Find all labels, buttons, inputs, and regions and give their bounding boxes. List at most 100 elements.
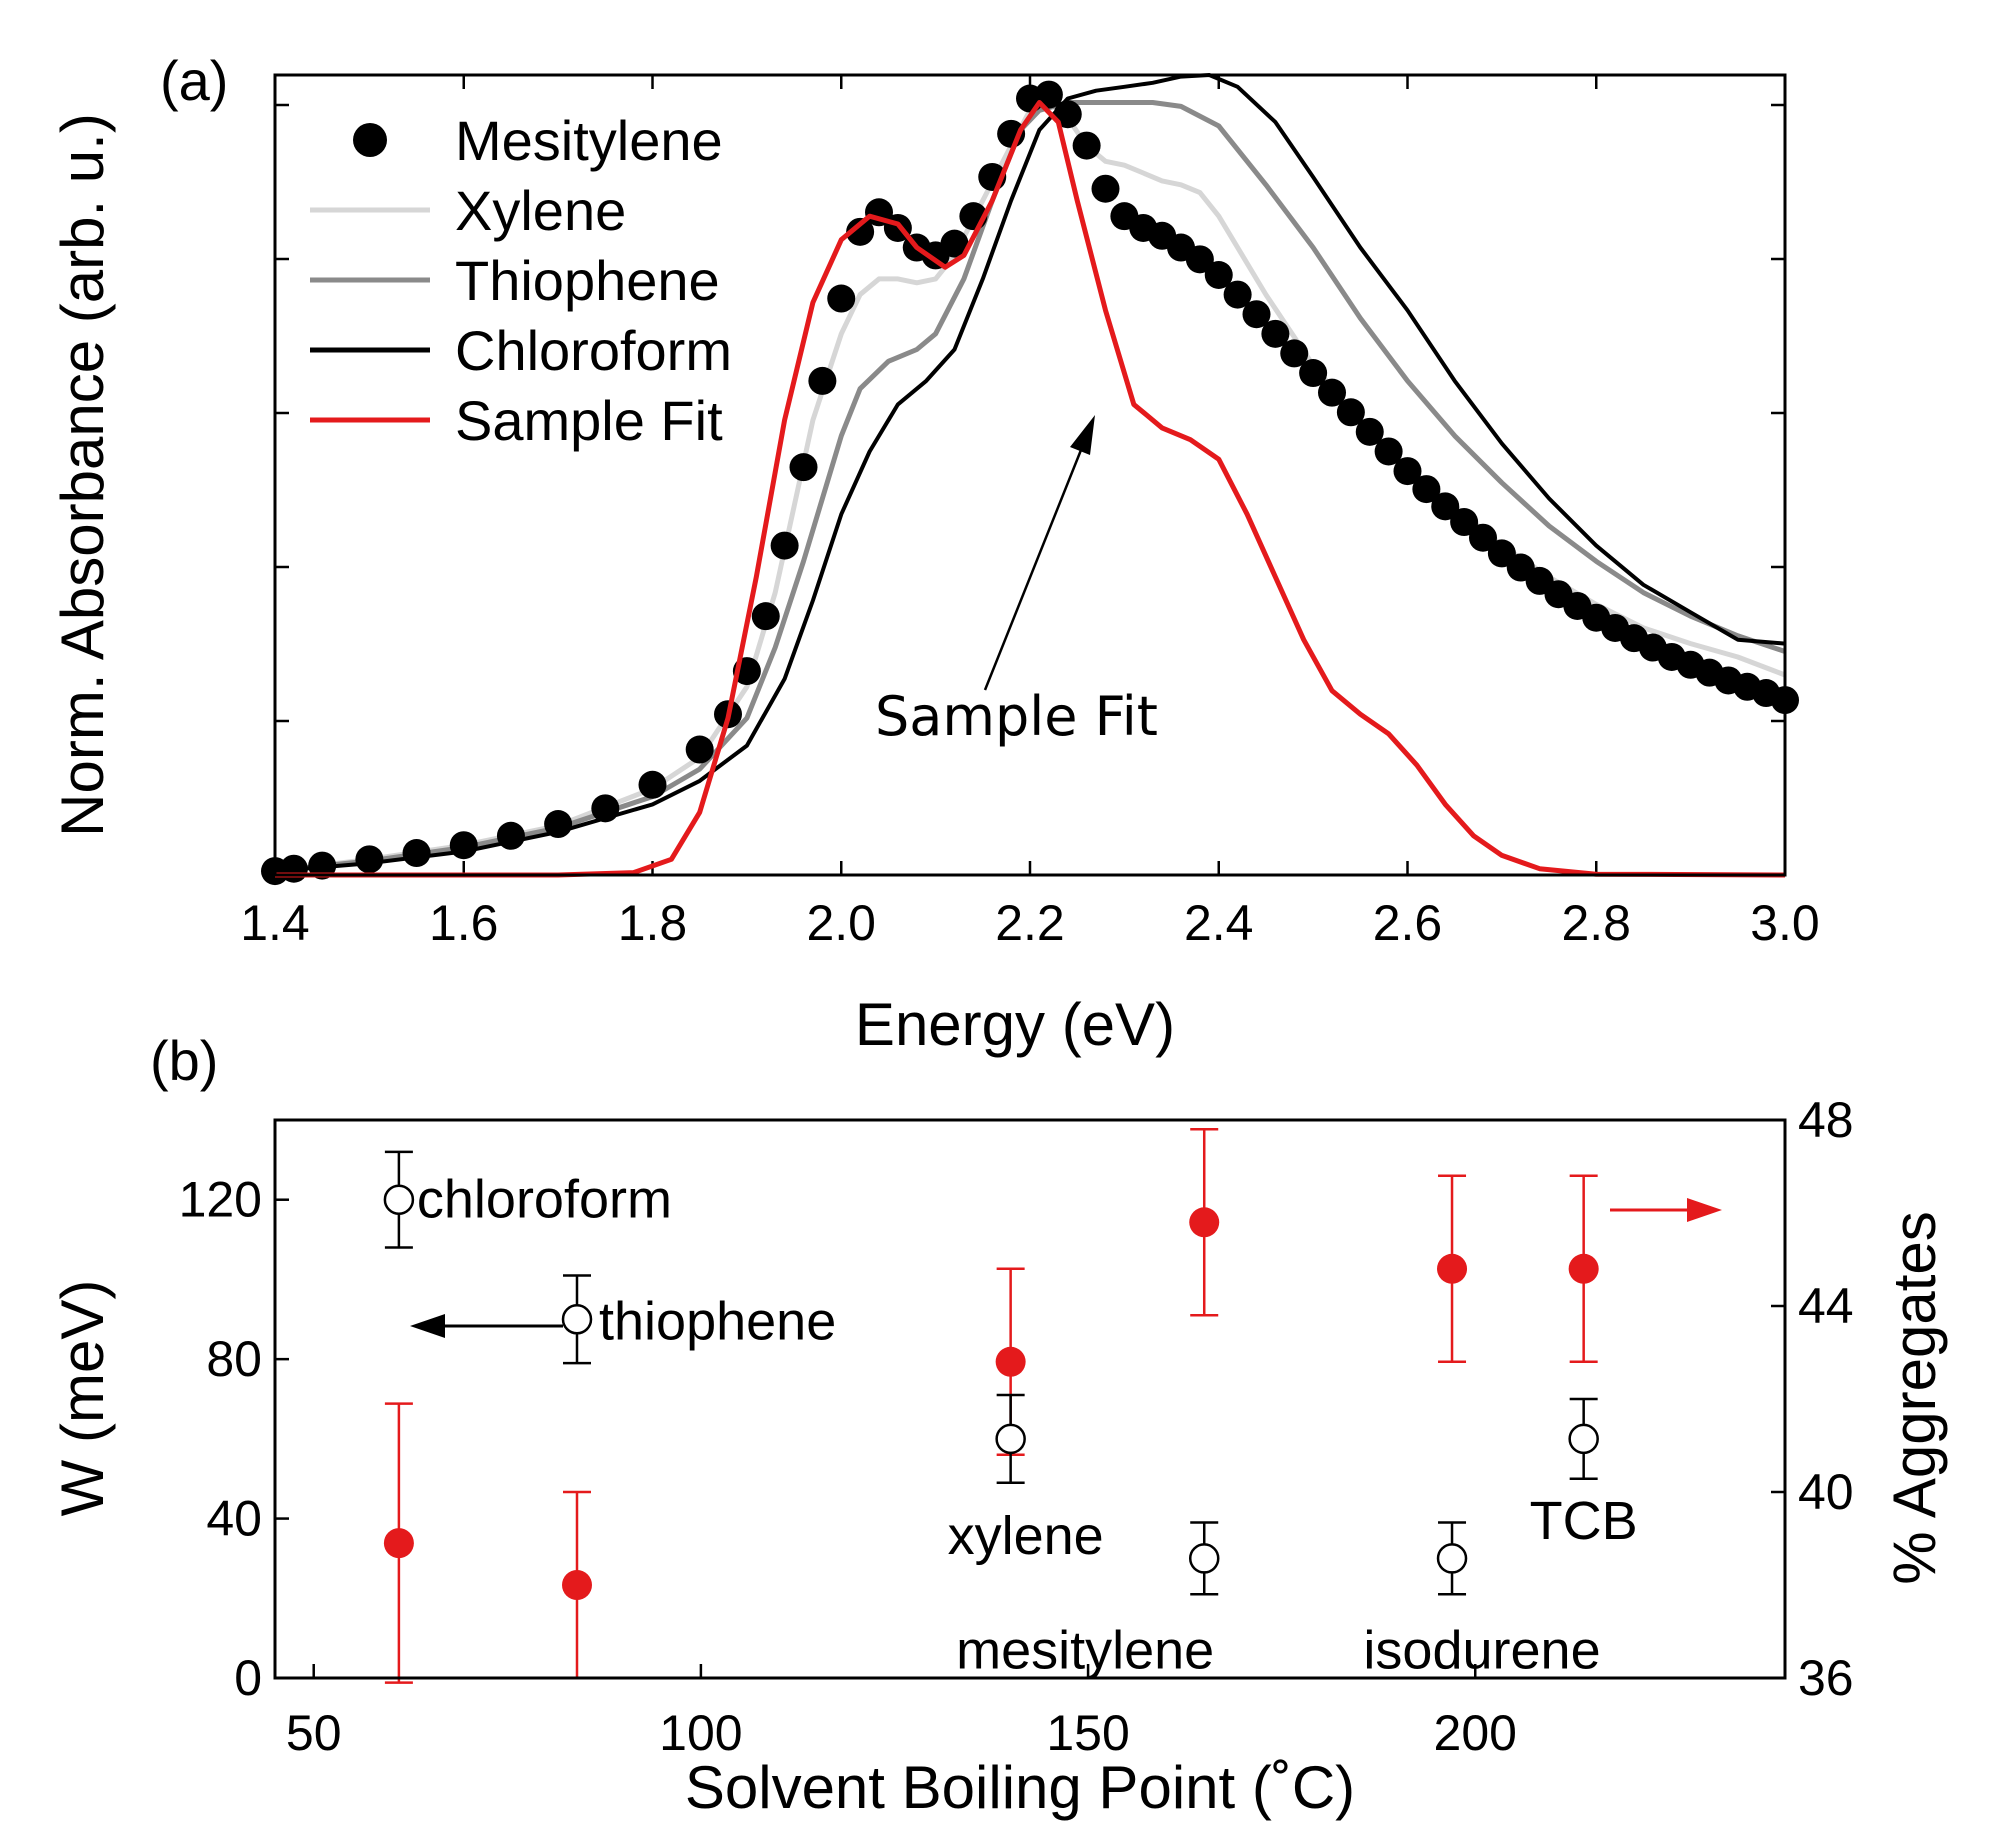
x-tick-label: 2.0	[806, 895, 876, 951]
right-y-tick-label: 48	[1798, 1092, 1854, 1148]
panel-b-tick-labels: 50 100 150 200 0 40 80 120 36 40 44 48	[179, 1092, 1854, 1761]
mesitylene-point	[1223, 280, 1252, 309]
mesitylene-point	[808, 366, 837, 395]
aggregates-point	[1189, 1207, 1220, 1238]
mesitylene-point	[1053, 100, 1082, 129]
legend-label-chloroform: Chloroform	[455, 319, 732, 382]
mesitylene-point	[827, 284, 856, 313]
panel-a: (a) 1.4 1.6 1.8 2.0 2.2 2.4 2.6 2.8 3.0 Energy (…	[49, 49, 1820, 1058]
legend: Mesitylene Xylene Thiophene Chloroform Sampl…	[310, 109, 732, 452]
mesitylene-point	[1185, 245, 1214, 274]
mesitylene-point	[846, 217, 875, 246]
mesitylene-point	[1280, 339, 1309, 368]
mesitylene-point	[940, 229, 969, 258]
x-tick-label: 3.0	[1750, 895, 1820, 951]
mesitylene-point	[751, 602, 780, 631]
mesitylene-point	[1374, 437, 1403, 466]
legend-marker-mesitylene	[353, 123, 387, 157]
legend-label-mesitylene: Mesitylene	[455, 109, 723, 172]
mesitylene-point	[1204, 261, 1233, 289]
x-tick-label: 2.8	[1561, 895, 1631, 951]
legend-label-thiophene: Thiophene	[455, 249, 720, 312]
mesitylene-point	[789, 453, 818, 482]
panel-a-y-axis-label: Norm. Absorbance (arb. u.)	[49, 113, 116, 837]
aggregates-point	[995, 1346, 1026, 1377]
left-y-tick-label: 40	[206, 1491, 262, 1547]
panel-b-right-y-axis-label: % Aggregates	[1881, 1211, 1948, 1585]
w-series	[383, 1150, 1599, 1596]
left-y-tick-label: 0	[234, 1650, 262, 1706]
mesitylene-point	[544, 810, 573, 839]
x-tick-label: 1.8	[618, 895, 688, 951]
mesitylene-point	[1431, 492, 1460, 521]
panel-b-x-axis-label: Solvent Boiling Point (˚C)	[685, 1754, 1355, 1821]
panel-b-series	[383, 1128, 1599, 1684]
x-tick-label: 1.6	[429, 895, 499, 951]
panel-a-series	[261, 73, 1799, 886]
right-y-tick-label: 40	[1798, 1464, 1854, 1520]
x-tick-label: 100	[659, 1705, 742, 1761]
sample-fit-arrow	[983, 415, 1095, 691]
mesitylene-point	[1261, 319, 1290, 348]
x-tick-label: 200	[1434, 1705, 1517, 1761]
x-tick-label: 2.2	[995, 895, 1065, 951]
point-label-mesitylene: mesitylene	[956, 1620, 1214, 1680]
mesitylene-point	[1091, 174, 1120, 203]
mesitylene-point	[591, 794, 620, 823]
w-point-chloroform	[383, 1184, 415, 1215]
w-point-xylene	[995, 1423, 1026, 1455]
w-point-mesitylene	[1188, 1543, 1220, 1574]
x-tick-label: 50	[286, 1705, 342, 1761]
mesitylene-point	[1072, 131, 1101, 160]
aggregates-point	[562, 1570, 592, 1600]
mesitylene-point	[1336, 398, 1365, 427]
right-axis-arrow	[1610, 1198, 1722, 1222]
x-tick-label: 1.4	[240, 895, 310, 951]
point-label-chloroform: chloroform	[417, 1170, 672, 1230]
panel-a-label: (a)	[160, 49, 228, 112]
panel-a-x-tick-labels: 1.4 1.6 1.8 2.0 2.2 2.4 2.6 2.8 3.0	[240, 895, 1820, 951]
panel-a-x-axis-label: Energy (eV)	[855, 991, 1175, 1058]
mesitylene-point	[496, 821, 525, 850]
x-tick-label: 150	[1046, 1705, 1129, 1761]
mesitylene-point	[279, 854, 308, 883]
panel-b: (b) 50 100 150 200 0 40 80 120 36 40 44 48 Solvent …	[49, 1029, 1948, 1821]
aggregates-point	[1437, 1253, 1468, 1284]
mesitylene-point	[638, 770, 667, 799]
sample-fit-annotation: Sample Fit	[875, 685, 1158, 748]
mesitylene-point	[1355, 417, 1384, 446]
aggregates-point	[1568, 1253, 1599, 1284]
mesitylene-point	[402, 839, 431, 868]
point-label-thiophene: thiophene	[599, 1291, 836, 1351]
panel-a-frame	[273, 73, 1787, 877]
mesitylene-point	[355, 845, 384, 874]
mesitylene-point	[1299, 359, 1328, 388]
aggregates-series	[383, 1128, 1599, 1684]
point-label-isodurene: isodurene	[1363, 1620, 1600, 1680]
point-label-tcb: TCB	[1530, 1491, 1638, 1551]
mesitylene-point	[1318, 378, 1346, 407]
legend-label-sample-fit: Sample Fit	[455, 389, 723, 452]
thiophene-line	[274, 100, 1786, 874]
panel-b-point-labels: chloroform thiophene xylene mesitylene isodu…	[417, 1170, 1638, 1681]
w-point-thiophene	[561, 1304, 593, 1335]
left-y-tick-label: 120	[179, 1172, 262, 1228]
mesitylene-point	[1412, 475, 1441, 504]
mesitylene-point	[1469, 523, 1497, 552]
x-tick-label: 2.6	[1373, 895, 1443, 951]
chloroform-line	[274, 73, 1786, 874]
panel-b-label: (b)	[150, 1029, 218, 1092]
x-tick-label: 2.4	[1184, 895, 1254, 951]
aggregates-point	[383, 1528, 414, 1559]
mesitylene-point	[449, 831, 478, 860]
mesitylene-point	[770, 531, 799, 560]
sample-fit-line	[275, 100, 1786, 878]
w-point-TCB	[1568, 1423, 1599, 1455]
mesitylene-point	[1393, 457, 1422, 486]
w-point-isodurene	[1436, 1543, 1468, 1574]
panel-b-frame	[273, 1118, 1787, 1680]
mesitylene-point	[1242, 300, 1271, 329]
left-axis-arrow	[410, 1314, 563, 1338]
left-y-tick-label: 80	[206, 1331, 262, 1387]
